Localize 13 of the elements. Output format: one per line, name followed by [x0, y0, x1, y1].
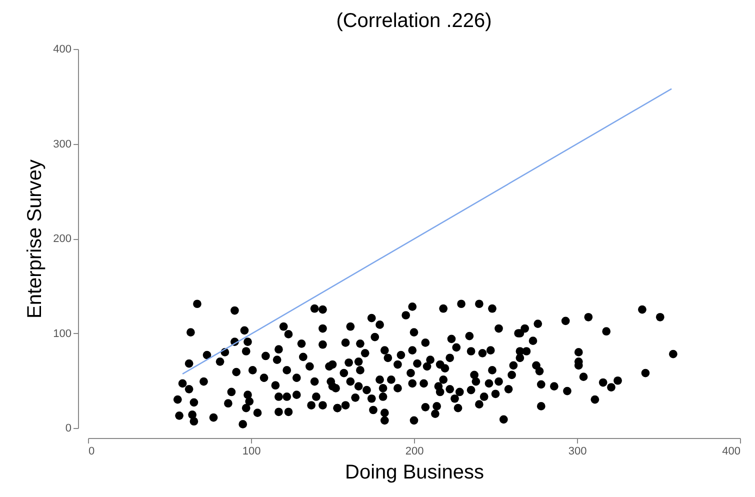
x-axis-title: Doing Business — [345, 462, 484, 484]
chart-title: (Correlation .226) — [336, 10, 492, 32]
x-tick-label: 100 — [242, 446, 261, 458]
x-tick-label: 0 — [88, 446, 95, 458]
y-tick-label: 300 — [53, 138, 72, 150]
x-tick-label: 300 — [568, 446, 587, 458]
x-tick-label: 400 — [722, 446, 740, 458]
y-tick-label: 200 — [53, 233, 72, 245]
y-tick-label: 400 — [53, 44, 72, 56]
y-axis-title: Enterprise Survey — [24, 160, 46, 318]
y-tick-label: 100 — [53, 328, 72, 340]
y-tick-label: 0 — [65, 422, 72, 434]
x-tick-label: 200 — [405, 446, 424, 458]
